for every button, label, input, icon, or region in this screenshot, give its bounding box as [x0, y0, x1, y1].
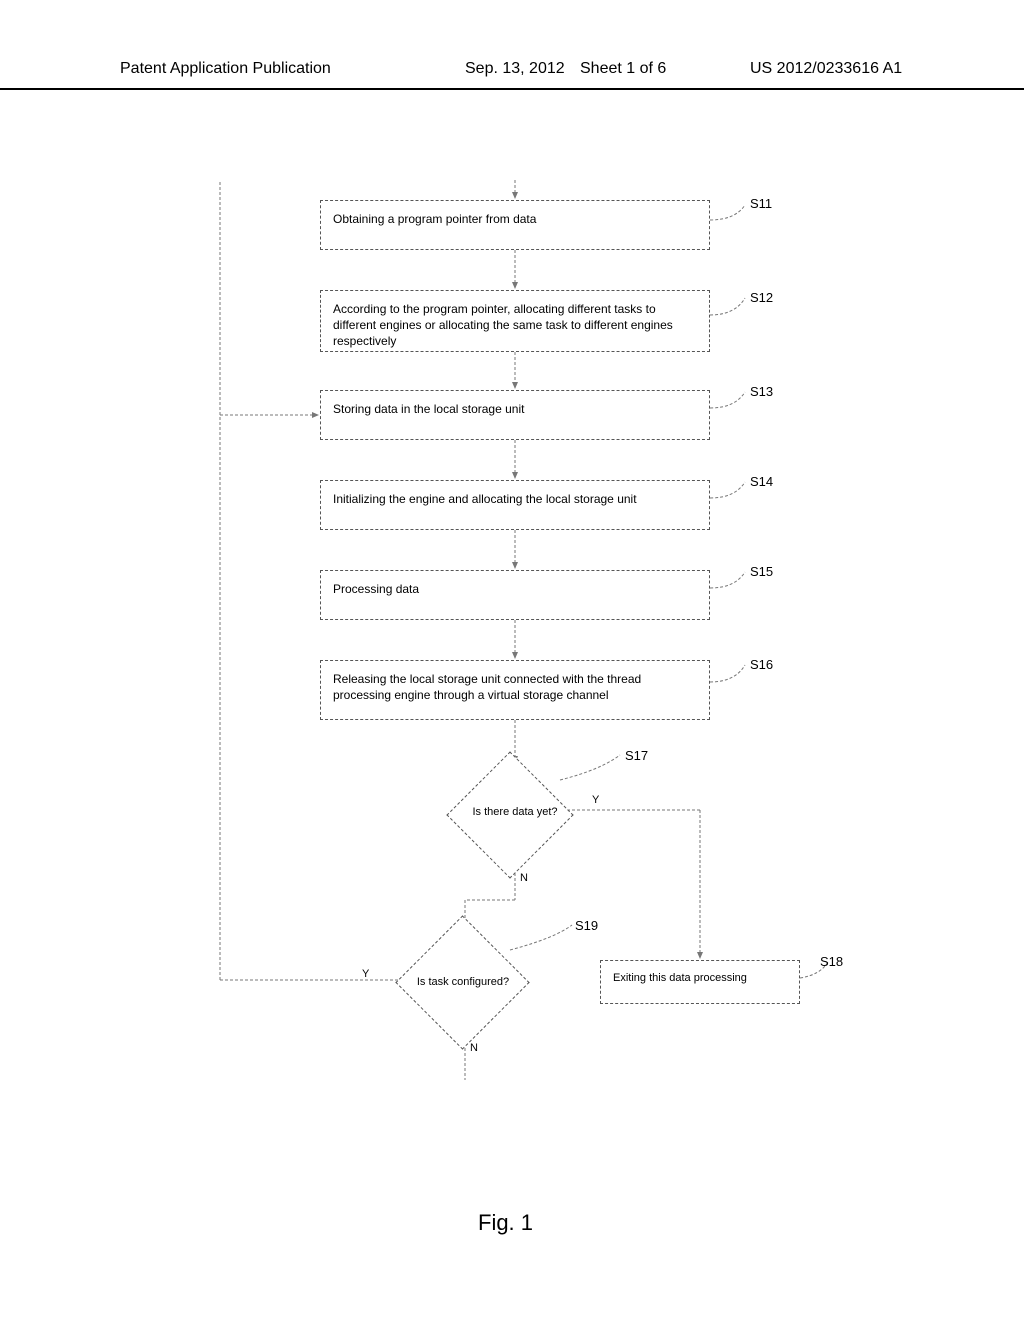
step-s16-label: S16	[750, 657, 773, 672]
step-s18-text: Exiting this data processing	[613, 971, 747, 986]
step-s15-label: S15	[750, 564, 773, 579]
header-publication: Patent Application Publication	[120, 60, 331, 78]
step-s14-text: Initializing the engine and allocating t…	[333, 491, 637, 507]
step-s15: Processing data	[320, 570, 710, 620]
step-s14-label: S14	[750, 474, 773, 489]
decision-s17-text: Is there data yet?	[440, 806, 590, 818]
step-s12-text: According to the program pointer, alloca…	[333, 301, 697, 350]
step-s15-text: Processing data	[333, 581, 419, 597]
edge-s17-y: Y	[592, 794, 599, 806]
page: Patent Application Publication Sep. 13, …	[0, 0, 1024, 1320]
decision-s19-text: Is task configured?	[388, 976, 538, 988]
figure-label: Fig. 1	[478, 1210, 533, 1236]
step-s11-label: S11	[750, 196, 772, 211]
step-s13: Storing data in the local storage unit	[320, 390, 710, 440]
header-sheet: Sheet 1 of 6	[580, 60, 666, 78]
step-s18-label: S18	[820, 954, 843, 969]
step-s11-text: Obtaining a program pointer from data	[333, 211, 536, 227]
edge-s17-n: N	[520, 872, 528, 884]
page-header: Patent Application Publication Sep. 13, …	[0, 82, 1024, 90]
step-s18: Exiting this data processing	[600, 960, 800, 1004]
step-s14: Initializing the engine and allocating t…	[320, 480, 710, 530]
edge-s19-y: Y	[362, 968, 369, 980]
header-date: Sep. 13, 2012	[465, 60, 565, 78]
step-s13-text: Storing data in the local storage unit	[333, 401, 524, 417]
step-s13-label: S13	[750, 384, 773, 399]
decision-s17-label: S17	[625, 748, 648, 763]
step-s11: Obtaining a program pointer from data	[320, 200, 710, 250]
step-s16-text: Releasing the local storage unit connect…	[333, 671, 697, 703]
decision-s19-label: S19	[575, 918, 598, 933]
step-s16: Releasing the local storage unit connect…	[320, 660, 710, 720]
step-s12: According to the program pointer, alloca…	[320, 290, 710, 352]
flowchart: Obtaining a program pointer from data S1…	[160, 180, 900, 1180]
header-pubno: US 2012/0233616 A1	[750, 60, 902, 78]
edge-s19-n: N	[470, 1042, 478, 1054]
step-s12-label: S12	[750, 290, 773, 305]
